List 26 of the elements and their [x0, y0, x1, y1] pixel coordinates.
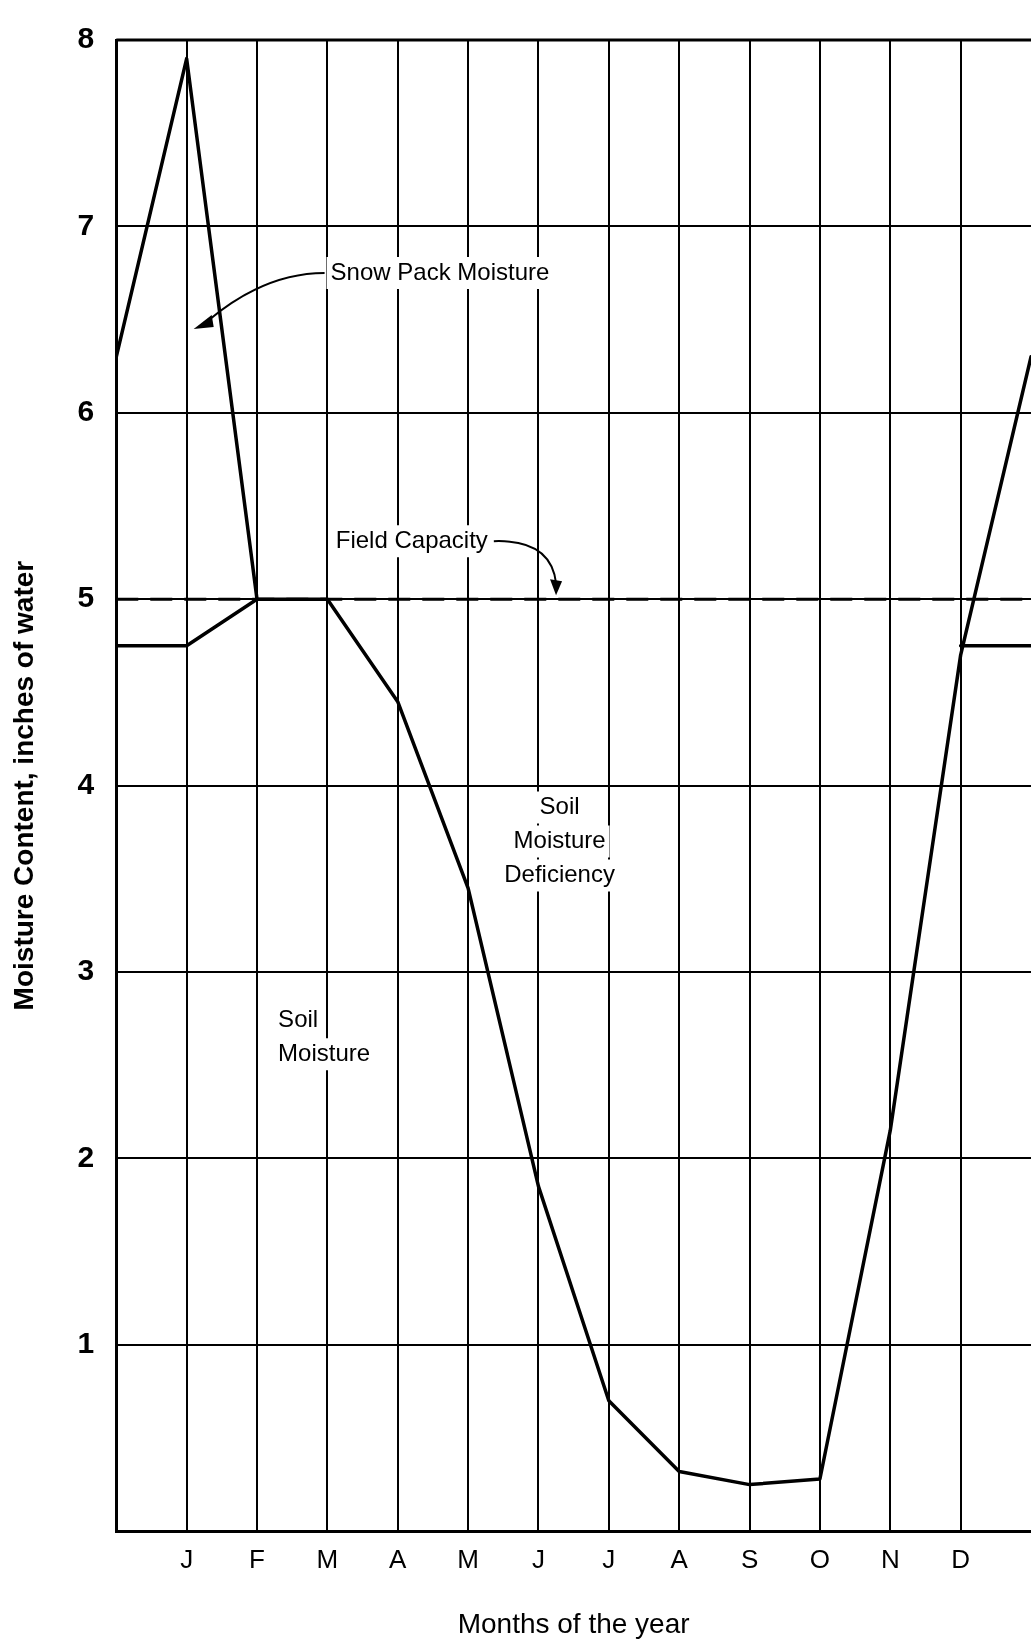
x-tick-label: F [249, 1543, 265, 1574]
x-tick-label: M [457, 1543, 479, 1574]
x-tick-label: A [389, 1543, 408, 1574]
x-tick-label: J [180, 1543, 194, 1574]
x-tick-label: M [316, 1543, 339, 1574]
y-tick-label: 5 [77, 580, 95, 614]
y-tick-label: 6 [77, 394, 95, 428]
y-tick-label: 7 [77, 207, 95, 241]
y-tick-label: 2 [77, 1139, 95, 1173]
x-tick-label: D [951, 1543, 971, 1574]
y-tick-label: 8 [77, 21, 95, 55]
x-tick-label: J [531, 1543, 545, 1574]
annotation: Snow Pack Moisture [330, 257, 550, 285]
y-axis-title: Moisture Content, inches of water [7, 560, 39, 1011]
x-tick-label: O [809, 1543, 831, 1574]
annotation: Soil Moisture Deficiency [504, 792, 615, 888]
x-tick-label: S [740, 1543, 759, 1574]
x-tick-label: A [670, 1543, 689, 1574]
annotation: Soil Moisture [278, 1004, 371, 1066]
x-tick-label: N [880, 1543, 900, 1574]
y-tick-label: 4 [77, 766, 95, 800]
y-tick-label: 1 [77, 1326, 95, 1360]
ref-line-label: Field Capacity [335, 525, 488, 553]
y-tick-label: 3 [77, 953, 95, 987]
x-axis-title: Months of the year [457, 1607, 690, 1639]
x-tick-label: J [602, 1543, 616, 1574]
